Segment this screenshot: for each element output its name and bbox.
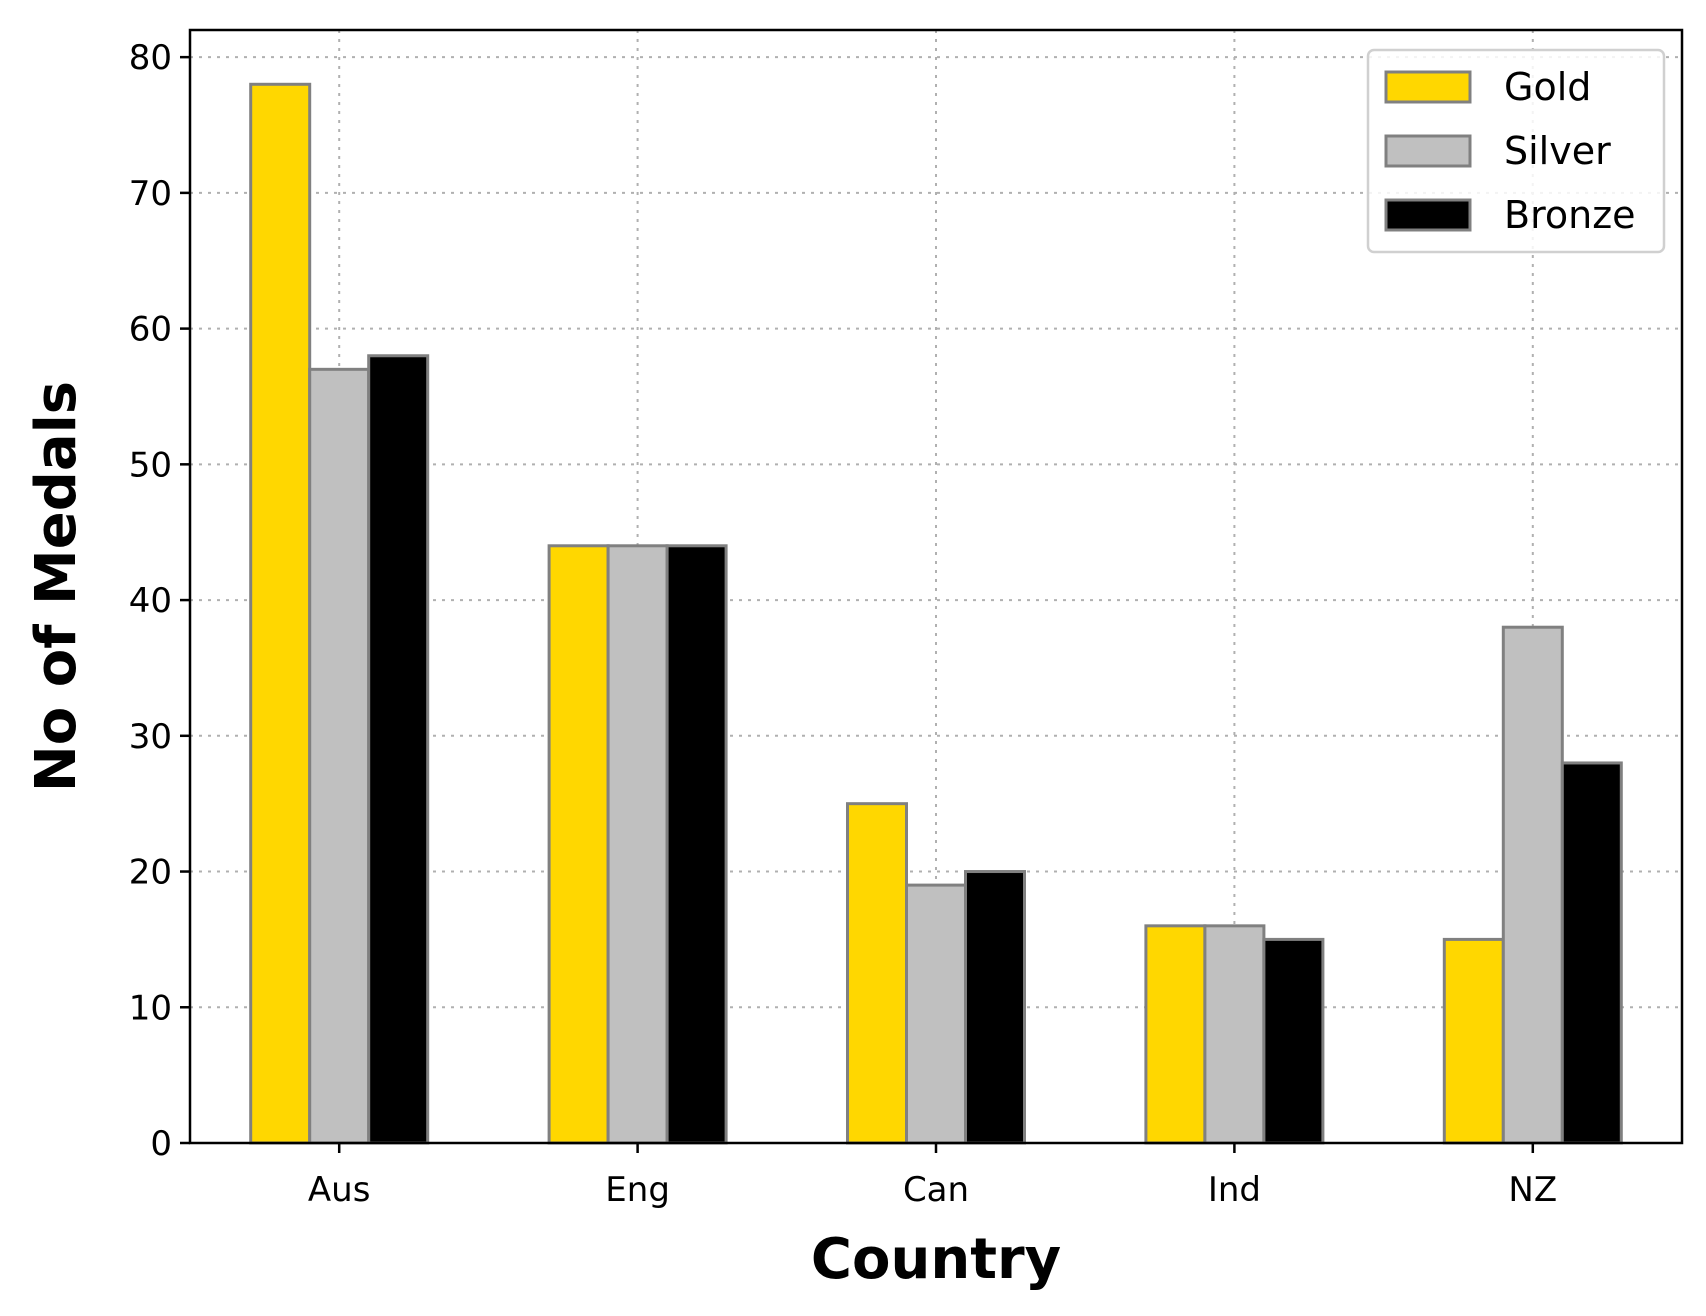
y-tick-label-30: 30 — [129, 717, 172, 757]
bar-eng-silver — [606, 544, 669, 1145]
bar-aus-bronze — [367, 354, 430, 1145]
x-tick-label-ind: Ind — [1208, 1170, 1261, 1210]
bar-nz-gold — [1442, 937, 1505, 1145]
legend-swatch-gold — [1384, 70, 1472, 104]
y-tick-label-20: 20 — [129, 853, 172, 893]
axis-ticks: 0 10 20 30 40 50 60 70 80 Aus Eng Can Ind NZ — [129, 38, 1557, 1210]
bar-nz-bronze — [1560, 761, 1623, 1145]
bar-can-gold — [846, 802, 908, 1145]
bar-aus-silver — [308, 367, 371, 1145]
y-tick-label-0: 0 — [150, 1124, 172, 1164]
y-tick-label-80: 80 — [129, 38, 172, 78]
legend-label-gold: Gold — [1504, 65, 1591, 109]
bar-can-silver — [905, 883, 967, 1145]
y-tick-label-70: 70 — [129, 174, 172, 214]
x-axis-title: Country — [811, 1227, 1061, 1292]
y-tick-label-10: 10 — [129, 988, 172, 1028]
legend-swatch-silver — [1384, 134, 1472, 168]
bar-ind-bronze — [1262, 937, 1325, 1145]
y-tick-label-40: 40 — [129, 581, 172, 621]
bar-eng-bronze — [665, 544, 728, 1145]
x-tick-label-nz: NZ — [1508, 1170, 1557, 1210]
bar-aus-gold — [249, 82, 312, 1145]
legend-swatch-bronze — [1384, 198, 1472, 232]
legend-label-bronze: Bronze — [1504, 193, 1636, 237]
bar-ind-gold — [1144, 924, 1207, 1145]
y-tick-label-60: 60 — [129, 310, 172, 350]
x-tick-label-can: Can — [903, 1170, 969, 1210]
bar-nz-silver — [1501, 625, 1564, 1145]
x-tick-label-aus: Aus — [308, 1170, 371, 1210]
bar-can-bronze — [964, 870, 1026, 1145]
x-tick-label-eng: Eng — [605, 1170, 670, 1210]
y-tick-label-50: 50 — [129, 445, 172, 485]
bars — [249, 82, 1623, 1145]
bar-eng-gold — [547, 544, 610, 1145]
legend-label-silver: Silver — [1504, 129, 1611, 173]
legend: Gold Silver Bronze — [1366, 48, 1666, 254]
y-axis-title: No of Medals — [24, 381, 89, 792]
bar-ind-silver — [1203, 924, 1266, 1145]
